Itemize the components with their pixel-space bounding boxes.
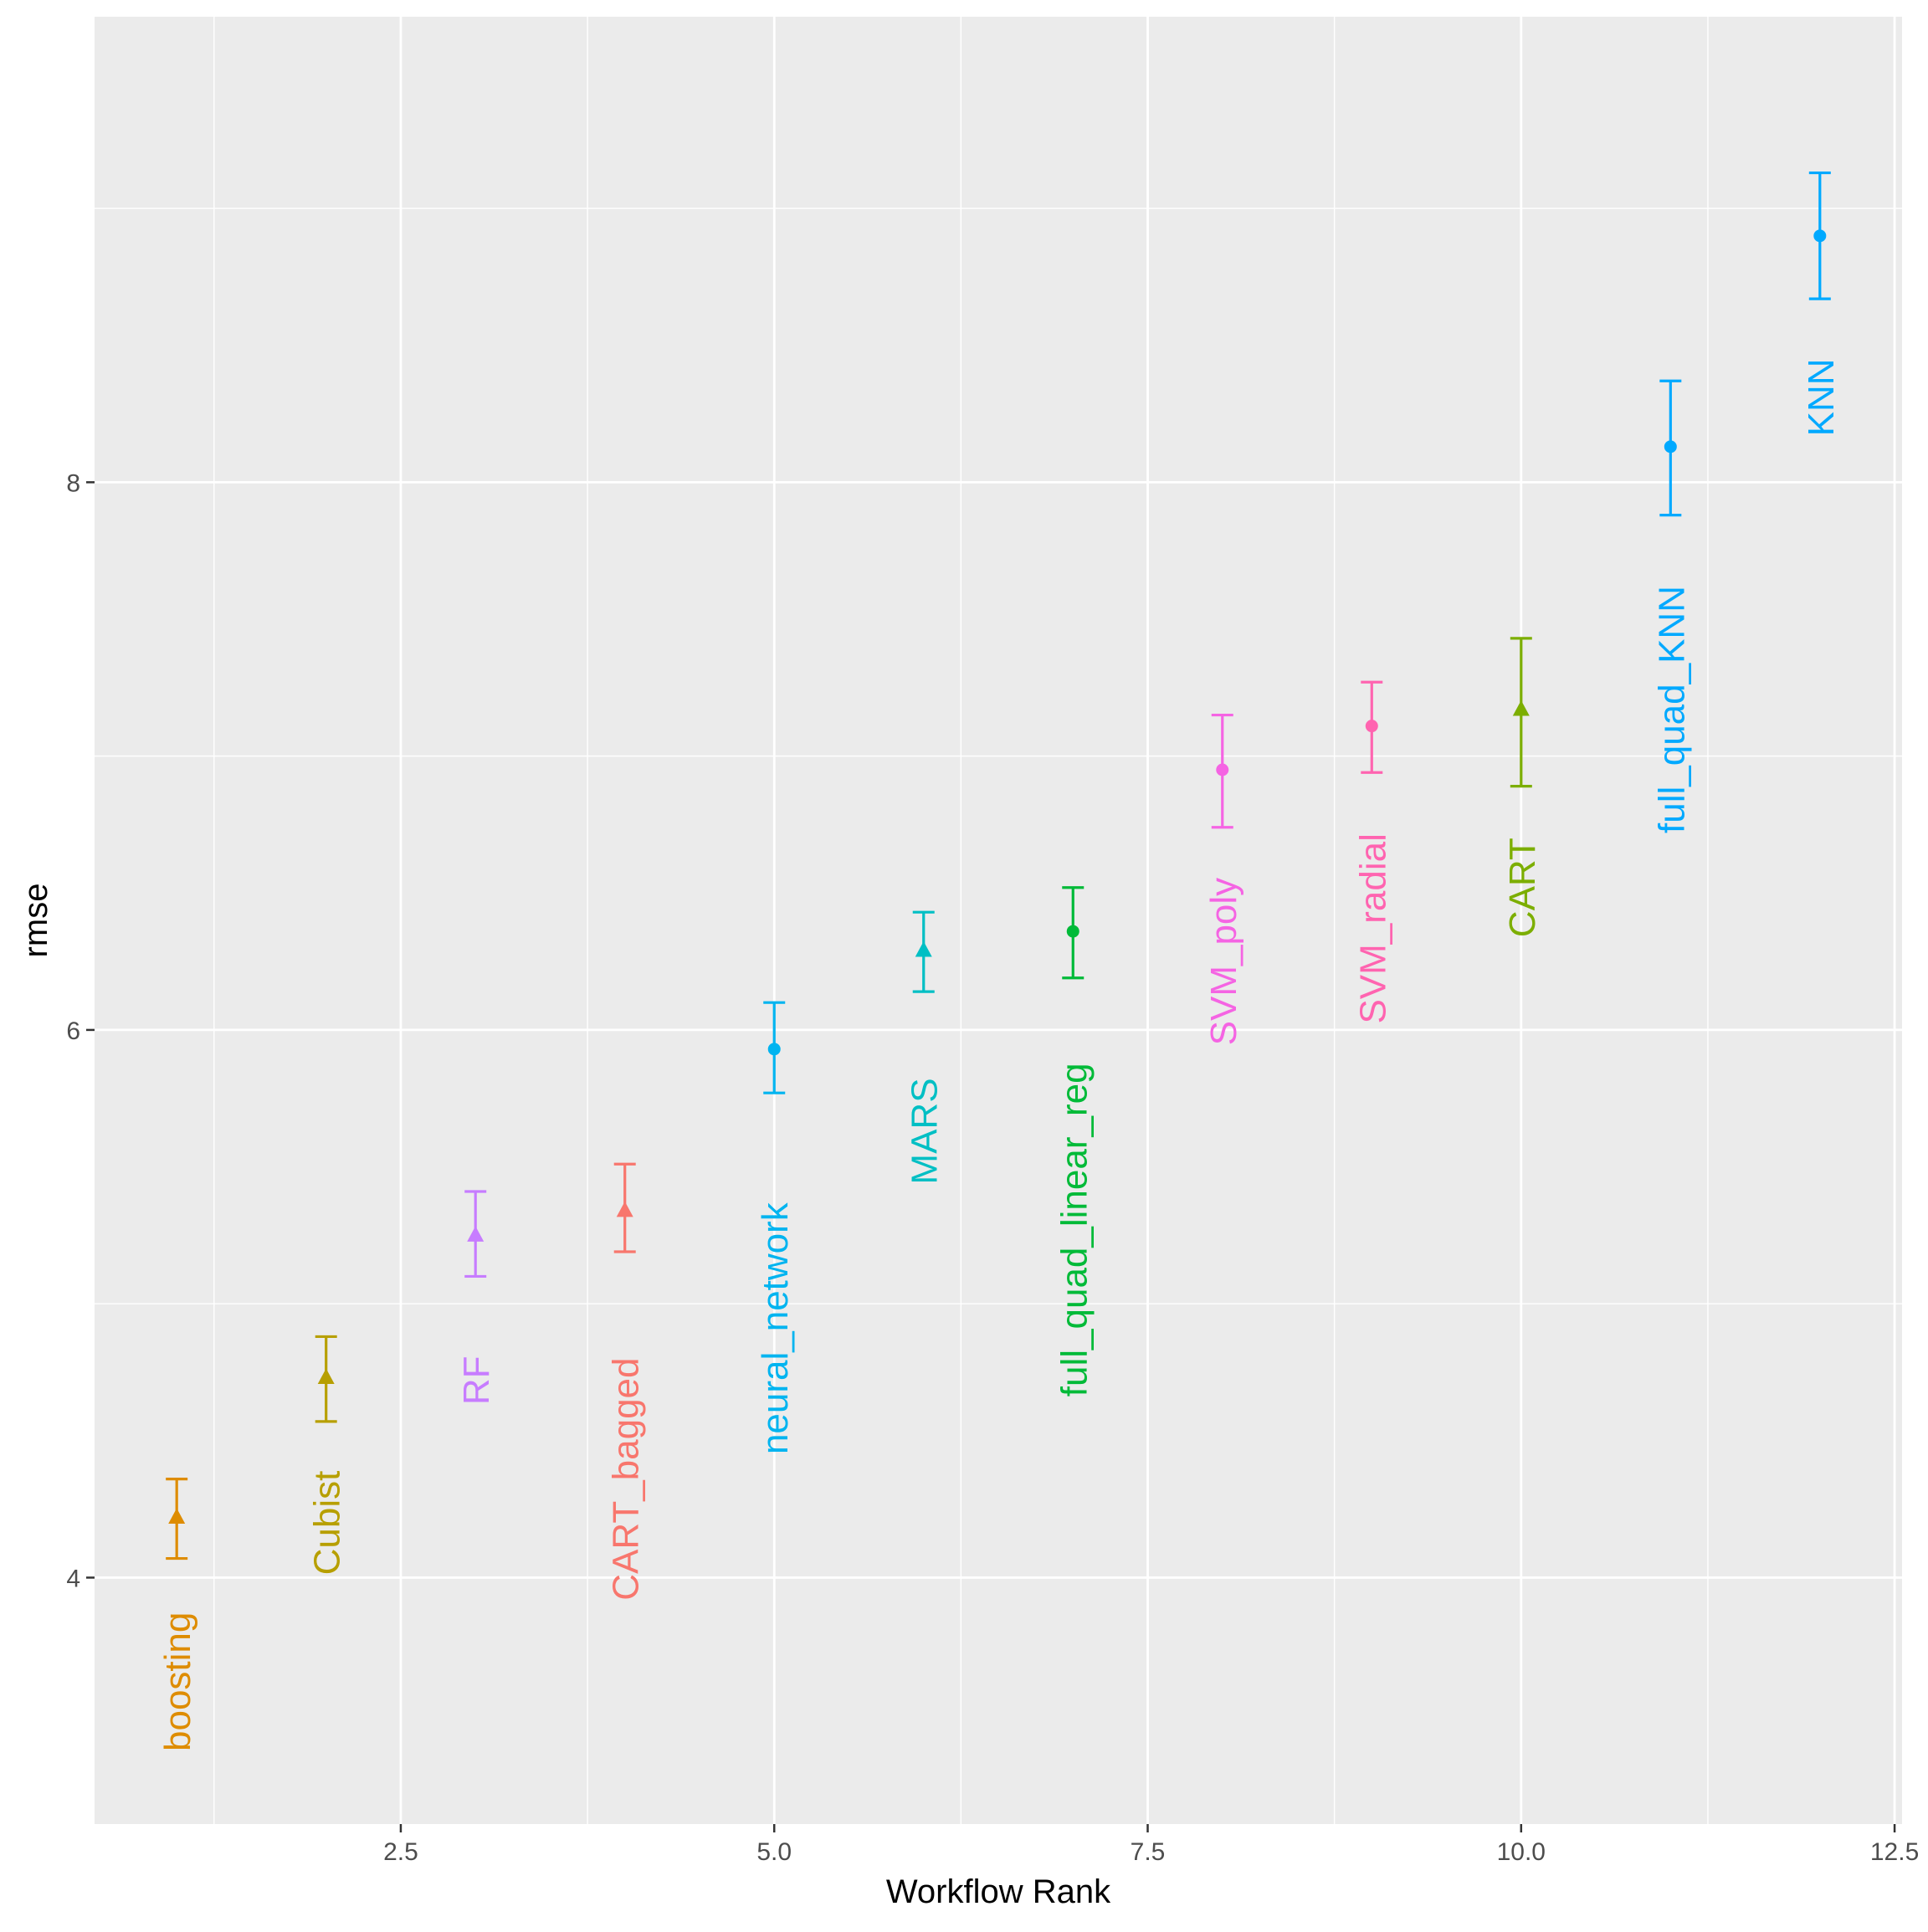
point-label-SVM_poly: SVM_poly xyxy=(1203,878,1244,1046)
data-marks xyxy=(166,171,1831,1560)
point-MARS xyxy=(912,910,935,993)
y-tick-label: 8 xyxy=(66,469,80,497)
point-neural_network xyxy=(763,1001,786,1094)
point-label-CART: CART xyxy=(1502,838,1543,937)
point-Cubist xyxy=(315,1335,337,1423)
point-label-SVM_radial: SVM_radial xyxy=(1352,833,1393,1023)
point-label-full_quad_KNN: full_quad_KNN xyxy=(1651,586,1692,833)
point-boosting xyxy=(166,1478,188,1560)
y-axis-title: rmse xyxy=(18,884,54,958)
point-label-KNN: KNN xyxy=(1801,358,1842,436)
point-SVM_poly xyxy=(1211,713,1233,829)
point-label-neural_network: neural_network xyxy=(755,1202,796,1454)
x-tick-label: 2.5 xyxy=(383,1838,418,1866)
point-CART_bagged xyxy=(613,1162,636,1253)
point-labels: boosting Cubist RF CART_bagged neural_networ… xyxy=(157,358,1842,1751)
x-tick-label: 7.5 xyxy=(1131,1838,1166,1866)
plot-panel xyxy=(95,17,1902,1824)
point-label-full_quad_linear_reg: full_quad_linear_reg xyxy=(1054,1063,1095,1396)
point-label-MARS: MARS xyxy=(905,1078,946,1184)
circle-point xyxy=(1066,925,1079,938)
point-label-RF: RF xyxy=(456,1355,497,1405)
point-label-Cubist: Cubist xyxy=(307,1471,348,1576)
x-axis-title: Workflow Rank xyxy=(886,1873,1111,1910)
circle-point xyxy=(1216,763,1229,776)
circle-point xyxy=(1664,440,1677,454)
point-SVM_radial xyxy=(1361,680,1383,774)
triangle-point xyxy=(1512,700,1530,716)
circle-point xyxy=(1813,229,1827,243)
minor-gridlines xyxy=(95,17,1902,1824)
y-tick-label: 6 xyxy=(66,1017,80,1045)
x-tick-label: 5.0 xyxy=(756,1838,792,1866)
y-tick-label: 4 xyxy=(66,1565,80,1592)
circle-point xyxy=(767,1043,781,1056)
x-axis: 2.5 5.0 7.5 10.0 12.5 xyxy=(383,1824,1919,1866)
triangle-point xyxy=(915,941,932,957)
triangle-point xyxy=(616,1201,633,1217)
circle-point xyxy=(1365,720,1378,733)
triangle-point xyxy=(317,1368,335,1385)
triangle-point xyxy=(467,1226,485,1242)
major-gridlines xyxy=(95,17,1902,1824)
point-label-boosting: boosting xyxy=(157,1612,198,1751)
point-full_quad_KNN xyxy=(1659,379,1682,517)
x-tick-label: 12.5 xyxy=(1870,1838,1919,1866)
triangle-point xyxy=(168,1508,186,1524)
point-KNN xyxy=(1808,171,1831,300)
point-label-CART_bagged: CART_bagged xyxy=(606,1357,647,1600)
point-full_quad_linear_reg xyxy=(1062,886,1084,980)
x-tick-label: 10.0 xyxy=(1497,1838,1546,1866)
point-RF xyxy=(464,1190,487,1279)
y-axis: 4 6 8 xyxy=(66,469,95,1592)
point-CART xyxy=(1510,637,1532,788)
